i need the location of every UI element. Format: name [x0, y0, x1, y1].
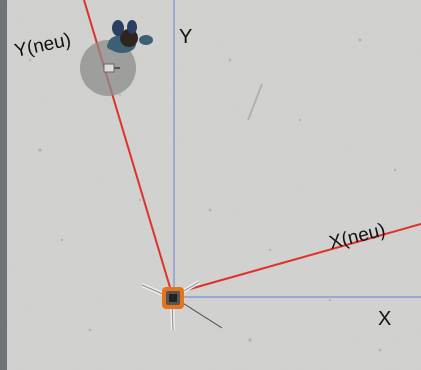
x-new-axis-line	[171, 223, 421, 295]
survey-instrument-icon	[141, 280, 223, 331]
y-axis-label: Y	[179, 26, 192, 48]
left-edge-strip	[0, 0, 7, 370]
floor-scratch	[247, 83, 263, 121]
floor-texture	[7, 0, 421, 370]
x-axis-label: X	[378, 308, 391, 330]
person-top-view-icon	[80, 20, 153, 96]
floor-speckles	[28, 38, 397, 352]
